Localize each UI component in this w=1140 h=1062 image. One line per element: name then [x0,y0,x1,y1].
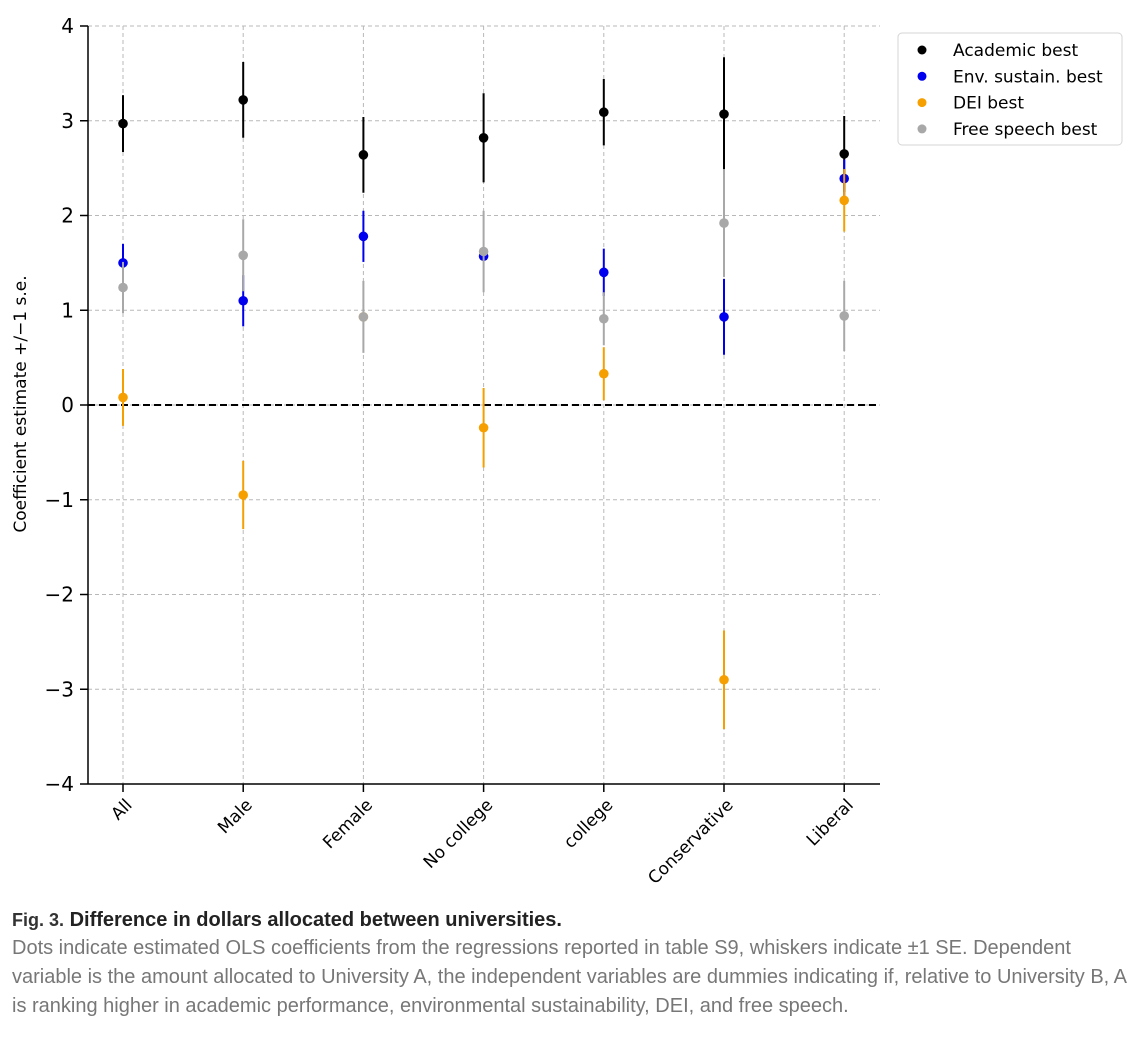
data-point [839,311,849,321]
data-point [719,312,729,322]
legend-label-env-sustain-best: Env. sustain. best [953,67,1103,87]
data-point [118,118,128,129]
caption-title: Difference in dollars allocated between … [69,909,562,931]
y-tick-label: 0 [61,393,74,417]
y-tick-label: 4 [61,14,74,38]
legend-marker-env-sustain-best [917,71,927,81]
x-tick-label-liberal: Liberal [803,795,858,850]
data-point [238,295,248,306]
data-point [719,218,729,228]
data-point [599,267,609,278]
figure-caption: Fig. 3. Difference in dollars allocated … [12,906,1130,1021]
data-point [358,231,369,242]
data-point [118,392,128,403]
data-point [358,150,369,160]
data-point [599,313,609,324]
x-tick-label-no-college: No college [420,795,497,872]
caption-body: Dots indicate estimated OLS coefficients… [12,937,1126,1017]
data-point [238,250,248,261]
data-point [238,490,248,500]
data-point [238,95,248,105]
x-tick-label-college: college [560,795,617,852]
x-tick-label-conservative: Conservative [644,795,737,888]
data-point [839,195,849,206]
legend-label-dei-best: DEI best [953,94,1024,114]
x-tick-label-female: Female [319,795,377,853]
data-point [478,422,489,433]
legend-box [897,32,1123,146]
legend-label-academic-best: Academic best [953,41,1078,61]
data-point [719,674,729,685]
data-point [599,368,609,379]
y-axis-label: Coefficient estimate +/−1 s.e. [11,275,31,532]
data-point [118,282,128,293]
y-tick-label: 1 [61,298,74,322]
chart: −4 −3 −2 −1 0 1 2 3 4 All Male Female No college coll… [11,14,1123,889]
series-academic-best [118,57,849,193]
series-free-speech-best [118,169,849,353]
y-tick-label: −2 [45,583,74,607]
legend-marker-free-speech-best [917,124,927,134]
legend: Academic best Env. sustain. best DEI best F… [897,32,1123,146]
y-tick-label: 3 [61,109,74,133]
legend-marker-academic-best [917,45,927,55]
data-point [478,246,489,257]
y-tick-label: −3 [45,677,74,701]
legend-marker-dei-best [917,98,927,108]
data-point [599,107,609,118]
caption-fig-label: Fig. 3. [12,910,65,930]
legend-label-free-speech-best: Free speech best [953,120,1098,140]
y-tick-label: 2 [61,204,74,228]
y-tick-label: −1 [45,488,74,512]
y-tick-label: −4 [45,772,74,796]
x-tick-label-male: Male [214,795,257,838]
data-point [839,149,849,159]
data-point [719,109,729,119]
data-point [358,312,369,322]
data-point [478,133,489,143]
caption-title-line: Fig. 3. Difference in dollars allocated … [12,906,1130,934]
tick-labels: −4 −3 −2 −1 0 1 2 3 4 All Male Female No college coll… [45,14,858,889]
data-marks [118,57,849,730]
x-tick-label-all: All [107,795,136,824]
